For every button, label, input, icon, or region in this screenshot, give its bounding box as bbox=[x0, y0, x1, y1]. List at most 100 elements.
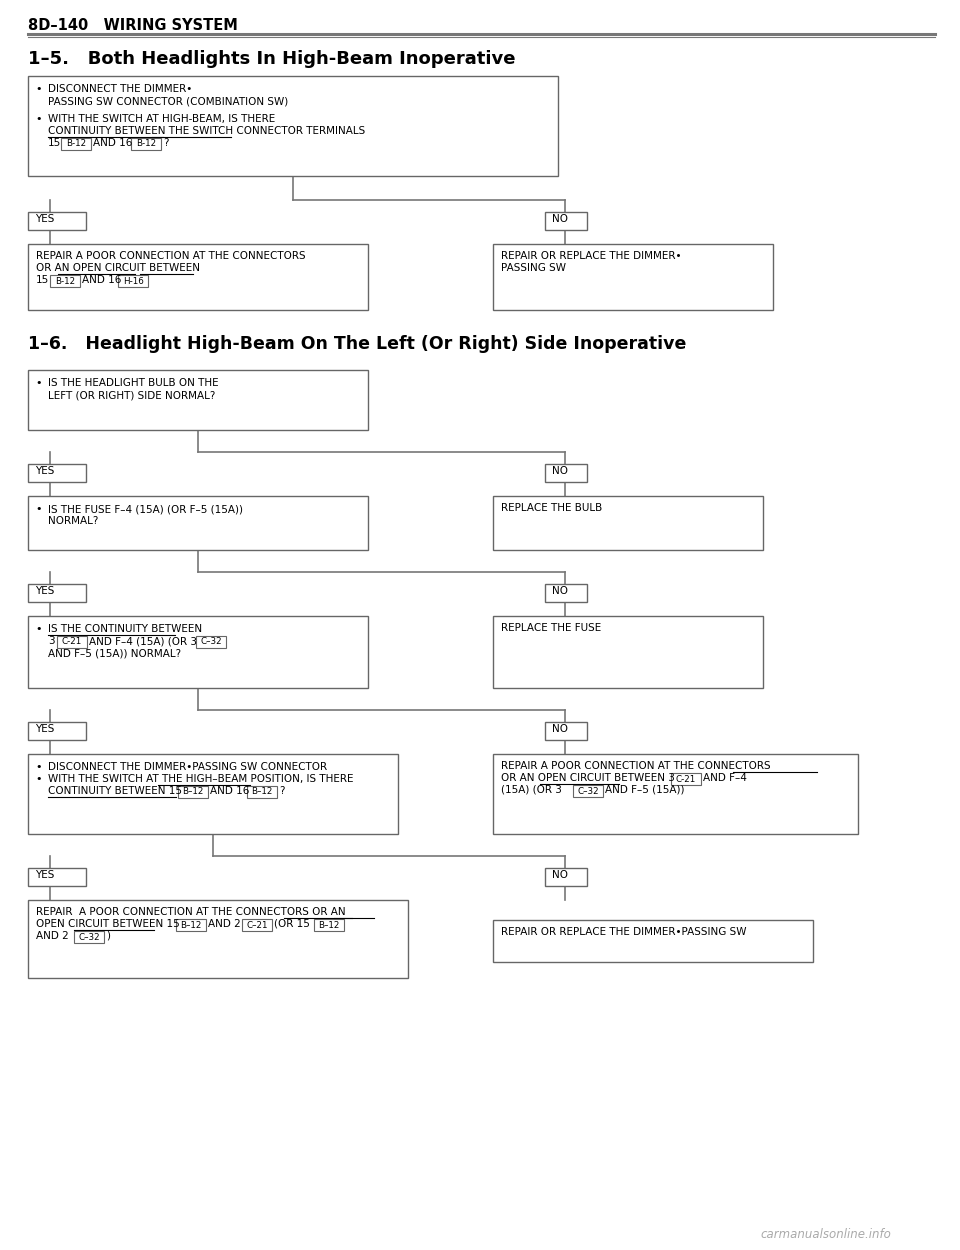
Bar bbox=[545, 867, 587, 886]
Text: •: • bbox=[35, 378, 41, 388]
Bar bbox=[28, 464, 86, 482]
Text: ?: ? bbox=[279, 786, 284, 796]
Text: B-12: B-12 bbox=[136, 140, 156, 149]
Bar bbox=[493, 496, 763, 550]
Text: 15: 15 bbox=[36, 275, 49, 285]
Bar bbox=[178, 786, 208, 798]
Bar bbox=[242, 919, 272, 931]
Text: OPEN CIRCUIT BETWEEN 15: OPEN CIRCUIT BETWEEN 15 bbox=[36, 919, 180, 929]
Bar bbox=[671, 772, 701, 785]
Text: C-21: C-21 bbox=[61, 638, 83, 646]
Text: AND 2: AND 2 bbox=[208, 919, 241, 929]
Text: YES: YES bbox=[35, 724, 55, 734]
Text: REPAIR A POOR CONNECTION AT THE CONNECTORS: REPAIR A POOR CONNECTION AT THE CONNECTO… bbox=[36, 251, 305, 261]
Text: (OR 15: (OR 15 bbox=[274, 919, 310, 929]
Text: AND F–4: AND F–4 bbox=[703, 772, 747, 782]
Bar bbox=[28, 496, 368, 550]
Text: IS THE CONTINUITY BETWEEN: IS THE CONTINUITY BETWEEN bbox=[48, 624, 203, 634]
Text: AND 16: AND 16 bbox=[210, 786, 250, 796]
Text: NO: NO bbox=[552, 870, 568, 880]
Text: REPAIR OR REPLACE THE DIMMER•: REPAIR OR REPLACE THE DIMMER• bbox=[501, 251, 682, 261]
Bar bbox=[493, 920, 813, 962]
Text: AND 16: AND 16 bbox=[93, 138, 132, 148]
Text: REPAIR  A POOR CONNECTION AT THE CONNECTORS OR AN: REPAIR A POOR CONNECTION AT THE CONNECTO… bbox=[36, 908, 346, 918]
Bar bbox=[247, 786, 277, 798]
Text: NORMAL?: NORMAL? bbox=[48, 516, 98, 526]
Text: NO: NO bbox=[552, 214, 568, 224]
Text: 1–6.   Headlight High-Beam On The Left (Or Right) Side Inoperative: 1–6. Headlight High-Beam On The Left (Or… bbox=[28, 335, 686, 352]
Bar bbox=[28, 722, 86, 740]
Bar bbox=[545, 722, 587, 740]
Text: B-12: B-12 bbox=[55, 276, 75, 285]
Text: WITH THE SWITCH AT HIGH-BEAM, IS THERE: WITH THE SWITCH AT HIGH-BEAM, IS THERE bbox=[48, 114, 276, 124]
Text: H-16: H-16 bbox=[123, 276, 143, 285]
Bar bbox=[28, 616, 368, 688]
Text: YES: YES bbox=[35, 586, 55, 596]
Text: •: • bbox=[35, 84, 41, 94]
Text: C–32: C–32 bbox=[201, 638, 222, 646]
Bar bbox=[545, 464, 587, 482]
Bar bbox=[28, 370, 368, 430]
Text: B–12: B–12 bbox=[252, 788, 273, 796]
Text: •: • bbox=[35, 762, 41, 772]
Text: DISCONNECT THE DIMMER•PASSING SW CONNECTOR: DISCONNECT THE DIMMER•PASSING SW CONNECT… bbox=[48, 762, 327, 772]
Bar bbox=[28, 244, 368, 310]
Text: AND 16: AND 16 bbox=[82, 275, 121, 285]
Text: •: • bbox=[35, 624, 41, 634]
Text: REPAIR OR REPLACE THE DIMMER•PASSING SW: REPAIR OR REPLACE THE DIMMER•PASSING SW bbox=[501, 928, 747, 938]
Bar bbox=[28, 867, 86, 886]
Bar bbox=[493, 244, 773, 310]
Text: NO: NO bbox=[552, 586, 568, 596]
Bar bbox=[74, 931, 104, 942]
Bar bbox=[118, 275, 148, 288]
Text: C–32: C–32 bbox=[577, 786, 599, 795]
Bar bbox=[57, 636, 87, 648]
Bar bbox=[493, 616, 763, 688]
Bar bbox=[573, 785, 603, 798]
Text: DISCONNECT THE DIMMER•: DISCONNECT THE DIMMER• bbox=[48, 84, 192, 94]
Text: C–21: C–21 bbox=[247, 920, 268, 930]
Text: CONTINUITY BETWEEN THE SWITCH CONNECTOR TERMINALS: CONTINUITY BETWEEN THE SWITCH CONNECTOR … bbox=[48, 126, 365, 136]
Text: AND F–5 (15A)) NORMAL?: AND F–5 (15A)) NORMAL? bbox=[48, 648, 181, 658]
Bar bbox=[545, 584, 587, 602]
Text: C–32: C–32 bbox=[78, 932, 100, 941]
Bar bbox=[28, 754, 398, 834]
Bar bbox=[196, 636, 226, 648]
Text: WITH THE SWITCH AT THE HIGH–BEAM POSITION, IS THERE: WITH THE SWITCH AT THE HIGH–BEAM POSITIO… bbox=[48, 774, 353, 784]
Text: NO: NO bbox=[552, 466, 568, 476]
Text: ): ) bbox=[106, 931, 110, 941]
Bar bbox=[28, 213, 86, 230]
Text: REPLACE THE FUSE: REPLACE THE FUSE bbox=[501, 622, 601, 632]
Text: 3: 3 bbox=[48, 636, 55, 646]
Text: AND F–5 (15A)): AND F–5 (15A)) bbox=[605, 785, 684, 795]
Text: carmanualsonline.info: carmanualsonline.info bbox=[760, 1228, 891, 1241]
Text: PASSING SW CONNECTOR (COMBINATION SW): PASSING SW CONNECTOR (COMBINATION SW) bbox=[48, 96, 288, 106]
Text: B–12: B–12 bbox=[182, 788, 204, 796]
Text: 1–5.   Both Headlights In High-Beam Inoperative: 1–5. Both Headlights In High-Beam Inoper… bbox=[28, 50, 516, 68]
Bar bbox=[28, 76, 558, 176]
Bar bbox=[28, 900, 408, 978]
Text: AND F–4 (15A) (OR 3: AND F–4 (15A) (OR 3 bbox=[89, 636, 197, 646]
Text: 8D–140   WIRING SYSTEM: 8D–140 WIRING SYSTEM bbox=[28, 18, 238, 32]
Text: YES: YES bbox=[35, 466, 55, 476]
Text: LEFT (OR RIGHT) SIDE NORMAL?: LEFT (OR RIGHT) SIDE NORMAL? bbox=[48, 390, 215, 400]
Bar bbox=[493, 754, 858, 834]
Text: OR AN OPEN CIRCUIT BETWEEN: OR AN OPEN CIRCUIT BETWEEN bbox=[36, 262, 200, 272]
Text: •: • bbox=[35, 114, 41, 124]
Bar bbox=[176, 919, 206, 931]
Text: B–12: B–12 bbox=[319, 920, 340, 930]
Text: AND 2: AND 2 bbox=[36, 931, 69, 941]
Text: CONTINUITY BETWEEN 15: CONTINUITY BETWEEN 15 bbox=[48, 786, 182, 796]
Text: B-12: B-12 bbox=[66, 140, 86, 149]
Text: C-21: C-21 bbox=[676, 775, 696, 784]
Text: YES: YES bbox=[35, 214, 55, 224]
Text: B–12: B–12 bbox=[180, 920, 202, 930]
Text: REPAIR A POOR CONNECTION AT THE CONNECTORS: REPAIR A POOR CONNECTION AT THE CONNECTO… bbox=[501, 761, 771, 771]
Bar bbox=[28, 584, 86, 602]
Text: •: • bbox=[35, 504, 41, 514]
Text: 15: 15 bbox=[48, 138, 61, 148]
Bar bbox=[545, 213, 587, 230]
Bar bbox=[50, 275, 80, 288]
Text: NO: NO bbox=[552, 724, 568, 734]
Text: ?: ? bbox=[163, 138, 169, 148]
